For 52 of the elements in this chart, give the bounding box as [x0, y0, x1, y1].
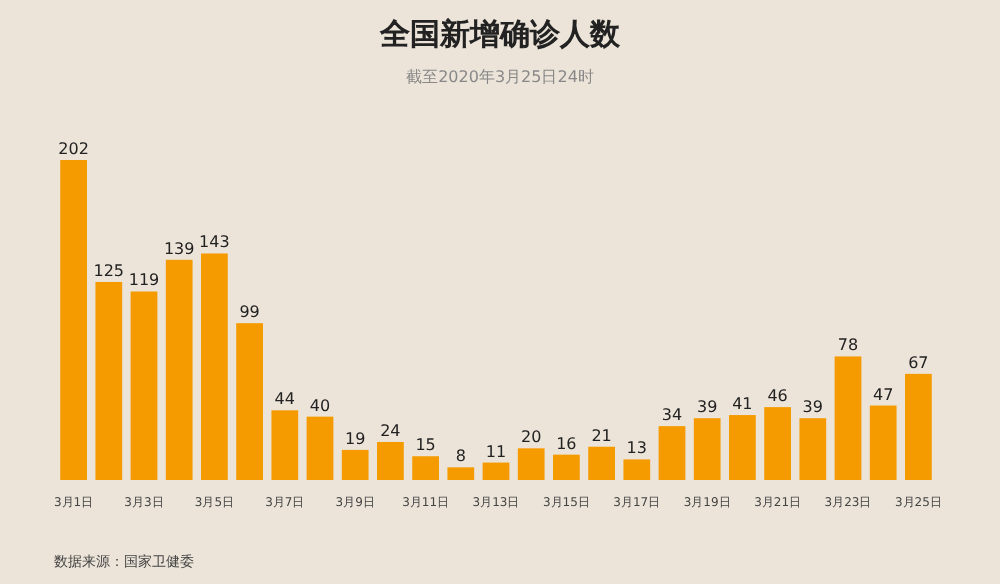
bar	[412, 456, 439, 480]
bar	[623, 459, 651, 480]
data-label: 119	[128, 271, 160, 290]
bar	[553, 454, 580, 480]
data-label: 44	[274, 390, 295, 409]
bar	[95, 281, 123, 480]
data-label: 39	[697, 398, 718, 417]
bar	[764, 407, 791, 480]
bar	[905, 373, 932, 480]
data-label: 202	[58, 140, 89, 158]
data-label: 143	[199, 233, 230, 252]
data-label: 47	[873, 385, 894, 404]
bar	[658, 426, 686, 480]
bar	[482, 462, 510, 480]
data-label: 15	[415, 436, 436, 455]
data-label: 21	[591, 426, 612, 445]
bar	[201, 253, 228, 480]
data-label: 39	[802, 398, 823, 417]
data-label: 46	[767, 387, 788, 406]
data-label: 67	[908, 353, 929, 372]
data-label: 13	[626, 439, 647, 458]
bar	[729, 415, 756, 480]
data-label: 99	[239, 303, 260, 322]
bar	[799, 418, 827, 480]
data-label: 24	[380, 421, 401, 440]
bar	[447, 467, 475, 480]
bar	[693, 418, 721, 480]
bar	[130, 291, 158, 480]
data-label: 19	[345, 429, 366, 448]
bar	[588, 446, 615, 480]
bar	[834, 356, 862, 480]
bar	[165, 259, 193, 480]
data-label: 11	[485, 442, 507, 461]
bar	[271, 410, 299, 480]
data-label: 139	[163, 239, 195, 258]
bar	[236, 323, 263, 480]
data-label: 125	[93, 261, 125, 280]
chart-title: 全国新增确诊人数	[378, 16, 622, 52]
data-label: 40	[309, 396, 331, 415]
bar	[377, 441, 404, 480]
data-label: 41	[732, 395, 753, 414]
data-label: 34	[661, 406, 683, 425]
data-label: 16	[556, 434, 577, 453]
chart-subtitle: 截至2020年3月25日24时	[406, 68, 594, 86]
bar	[341, 449, 369, 480]
bar	[869, 405, 897, 480]
data-label: 78	[837, 336, 859, 355]
bar	[60, 160, 87, 480]
data-label: 8	[455, 447, 466, 466]
data-label: 20	[521, 428, 542, 447]
bar	[306, 416, 334, 480]
bar	[517, 448, 545, 480]
